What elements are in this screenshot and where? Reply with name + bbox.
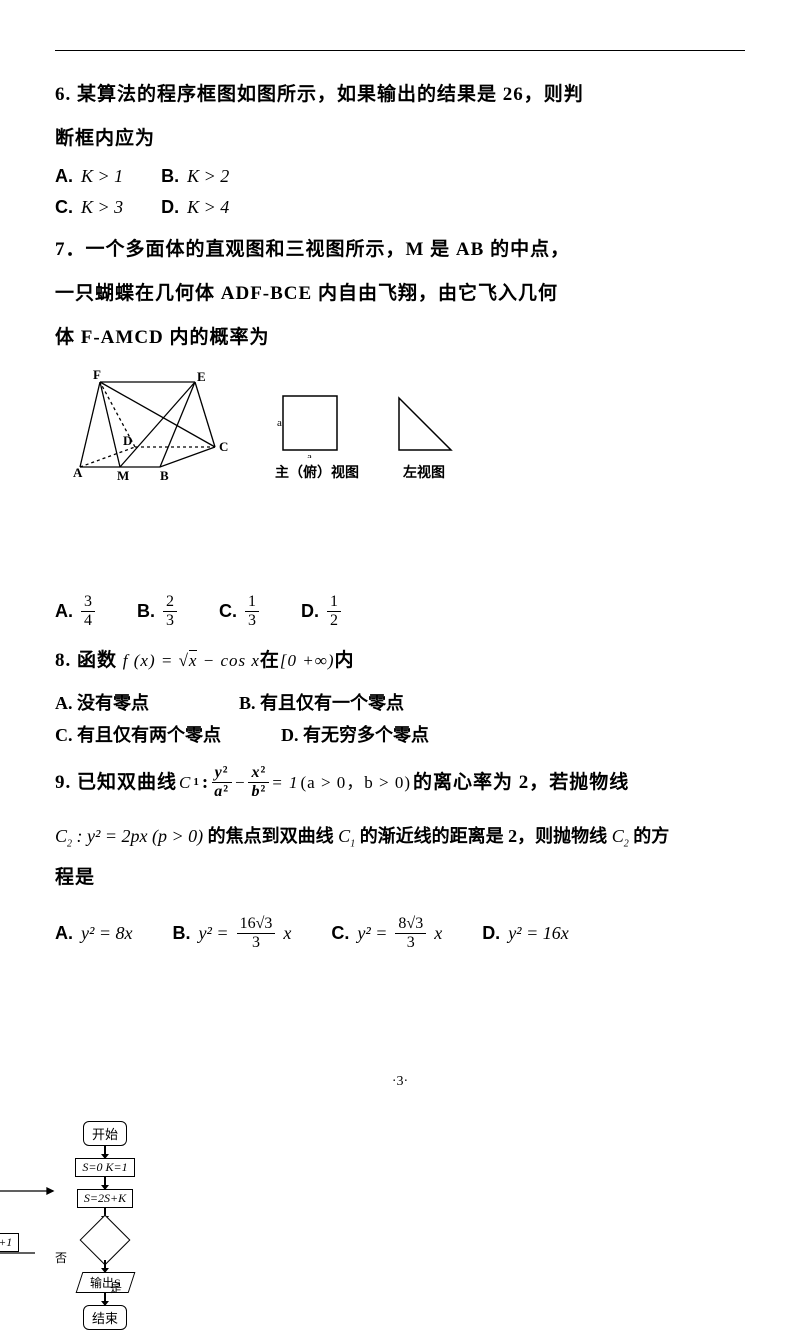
fc-init: S=0 K=1 bbox=[75, 1158, 134, 1177]
q7-line2: 一只蝴蝶在几何体 ADF-BCE 内自由飞翔，由它飞入几何 bbox=[55, 272, 575, 316]
q9-c1-ref: C1 bbox=[338, 826, 355, 846]
q7C-frac: 13 bbox=[245, 594, 259, 629]
left-view-figure: 左视图 bbox=[389, 388, 459, 482]
q9A: y² = 8x bbox=[81, 923, 133, 944]
q6-B: K > 2 bbox=[187, 166, 229, 187]
q9-l2-mid2: 的渐近线的距离是 2，则抛物线 bbox=[360, 826, 612, 846]
q9-eq1: = 1 bbox=[271, 763, 298, 802]
q7B-label: B. bbox=[137, 601, 155, 622]
q8-C: C. 有且仅有两个零点 bbox=[55, 721, 221, 747]
q9-c1: C bbox=[179, 763, 191, 802]
fc-end: 结束 bbox=[83, 1305, 127, 1330]
fc-start: 开始 bbox=[83, 1121, 127, 1146]
q9-l1-pre: 9. 已知双曲线 bbox=[55, 761, 177, 805]
q9C: y² = bbox=[357, 923, 387, 944]
q9C-frac: 8√33 bbox=[395, 916, 426, 951]
fc-no: 否 bbox=[55, 1249, 67, 1266]
main-view-figure: a a 主（俯）视图 bbox=[275, 388, 359, 482]
q9B-label: B. bbox=[173, 923, 191, 944]
q9B-x: x bbox=[283, 923, 291, 944]
q9-frac-x: x²b² bbox=[248, 765, 269, 800]
q7-line1: 7．一个多面体的直观图和三视图所示，M 是 AB 的中点， bbox=[55, 228, 575, 272]
fc-output: 输出S bbox=[75, 1272, 135, 1293]
lbl-M: M bbox=[117, 468, 129, 482]
q9-c2-ref: C2 bbox=[612, 826, 629, 846]
left-view-caption: 左视图 bbox=[389, 462, 459, 482]
q6-C: K > 3 bbox=[81, 197, 123, 218]
q9-line3: 程是 bbox=[55, 856, 745, 900]
lbl-E: E bbox=[197, 369, 206, 384]
q9C-x: x bbox=[434, 923, 442, 944]
q7A-label: A. bbox=[55, 601, 73, 622]
q6-D: K > 4 bbox=[187, 197, 229, 218]
fc-decision bbox=[80, 1215, 131, 1266]
q9-cond: (a > 0，b > 0) bbox=[301, 763, 412, 802]
q9-options: A. y² = 8x B. y² = 16√33 x C. y² = 8√33 … bbox=[55, 916, 745, 951]
q8-A: A. 没有零点 bbox=[55, 689, 149, 715]
q7-line3: 体 F-AMCD 内的概率为 bbox=[55, 316, 745, 360]
q9-l2-mid: 的焦点到双曲线 bbox=[208, 826, 339, 846]
svg-text:a: a bbox=[277, 417, 282, 429]
main-view-caption: 主（俯）视图 bbox=[275, 462, 359, 482]
q9-l2-end: 的方 bbox=[633, 826, 669, 846]
q9-minus: − bbox=[234, 763, 246, 802]
fc-step: S=2S+K bbox=[77, 1189, 133, 1208]
page-number: ·3· bbox=[0, 1074, 800, 1090]
q6-options2: C. K > 3 D. K > 4 bbox=[55, 197, 745, 218]
q6-A: K > 1 bbox=[81, 166, 123, 187]
q9-frac-y: y²a² bbox=[211, 765, 232, 800]
q6-A-label: A. bbox=[55, 166, 73, 187]
q7D-frac: 12 bbox=[327, 594, 341, 629]
q9C-label: C. bbox=[331, 923, 349, 944]
q8-formula: f (x) = √x − cos x bbox=[123, 650, 260, 670]
svg-text:a: a bbox=[307, 451, 312, 458]
lbl-F: F bbox=[93, 367, 101, 382]
flowchart: 开始 S=0 K=1 S=2S+K 输出S 结束 K=K+1 否 是 bbox=[25, 1121, 185, 1330]
q7B-frac: 23 bbox=[163, 594, 177, 629]
fc-yes: 是 bbox=[110, 1279, 122, 1296]
q9-l1-post: 的离心率为 2，若抛物线 bbox=[413, 761, 629, 805]
q6-C-label: C. bbox=[55, 197, 73, 218]
q7-figures: A M B C D F E a a 主（俯）视图 左视图 bbox=[65, 367, 745, 482]
q8-B: B. 有且仅有一个零点 bbox=[239, 689, 404, 715]
q6-text: 6. 某算法的程序框图如图所示，如果输出的结果是 26，则判断框内应为 bbox=[55, 73, 595, 160]
q6-D-label: D. bbox=[161, 197, 179, 218]
q6-B-label: B. bbox=[161, 166, 179, 187]
q7A-frac: 34 bbox=[81, 594, 95, 629]
lbl-A: A bbox=[73, 465, 83, 480]
q9B-frac: 16√33 bbox=[237, 916, 276, 951]
q9-c2-eq: C2 : y² = 2px (p > 0) bbox=[55, 826, 203, 846]
q9B: y² = bbox=[199, 923, 229, 944]
q7D-label: D. bbox=[301, 601, 319, 622]
q9D-label: D. bbox=[482, 923, 500, 944]
lbl-B: B bbox=[160, 468, 169, 482]
q8-interval: [0 +∞) bbox=[280, 651, 335, 670]
lbl-D: D bbox=[123, 433, 132, 448]
q9A-label: A. bbox=[55, 923, 73, 944]
q6-options: A. K > 1 B. K > 2 bbox=[55, 166, 745, 187]
q8-prefix: 8. 函数 bbox=[55, 650, 123, 671]
q9-line1: 9. 已知双曲线 C1: y²a² − x²b² = 1 (a > 0，b > … bbox=[55, 761, 745, 805]
q8-text: 8. 函数 f (x) = √x − cos x在[0 +∞)内 bbox=[55, 639, 745, 683]
q9-line2: C2 : y² = 2px (p > 0) 的焦点到双曲线 C1 的渐近线的距离… bbox=[55, 817, 745, 857]
lbl-C: C bbox=[219, 439, 228, 454]
q7C-label: C. bbox=[219, 601, 237, 622]
q7-options: A. 34 B. 23 C. 13 D. 12 bbox=[55, 594, 745, 629]
q9D: y² = 16x bbox=[508, 923, 569, 944]
polyhedron-figure: A M B C D F E bbox=[65, 367, 245, 482]
q8-D: D. 有无穷多个零点 bbox=[281, 721, 429, 747]
